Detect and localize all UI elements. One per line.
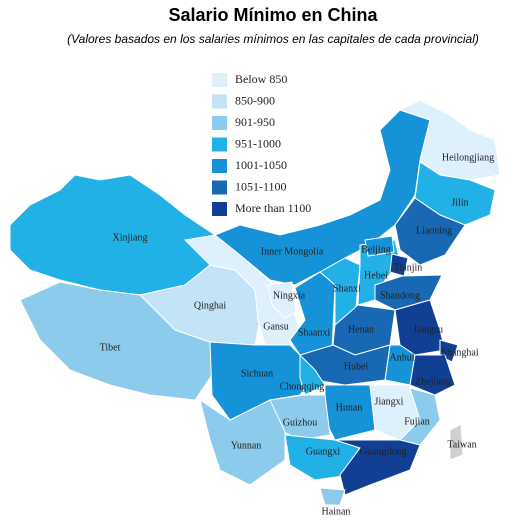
region-label: Guizhou <box>283 417 317 428</box>
region-label: Chongqing <box>280 381 324 392</box>
region-shape <box>319 487 346 506</box>
region-label: Sichuan <box>241 368 273 379</box>
region-shape <box>334 439 421 496</box>
legend-label: 901-950 <box>235 115 275 129</box>
legend-swatch <box>212 159 227 173</box>
region-label: Tibet <box>100 342 121 353</box>
region-shape <box>364 235 395 257</box>
map <box>9 99 501 506</box>
region-label: Hebei <box>364 270 388 281</box>
legend-swatch <box>212 94 227 109</box>
region-label: Fujian <box>404 416 430 427</box>
region-label: Guangdong <box>360 446 407 457</box>
region-label: Ningxia <box>273 290 306 301</box>
legend-label: 1051-1100 <box>235 179 287 193</box>
region-label: Henan <box>348 324 374 335</box>
region-shape <box>199 398 286 486</box>
region-label: Jiangsu <box>413 324 443 335</box>
region-label: Shanghai <box>441 347 478 358</box>
legend-label: More than 1100 <box>235 201 311 215</box>
legend-swatch <box>212 137 227 152</box>
region-label: Shandong <box>380 290 420 301</box>
region-shape <box>267 281 297 319</box>
region-label: Hunan <box>336 402 363 413</box>
title: Salario Mínimo en China <box>168 5 378 25</box>
region-label: Hubei <box>344 361 369 372</box>
region-shape <box>398 99 501 181</box>
region-label: Inner Mongolia <box>261 246 324 257</box>
region-label: Jilin <box>451 197 468 208</box>
region-label: Zhejiang <box>415 376 451 387</box>
region-label: Shanxi <box>333 283 361 294</box>
region-label: Yunnan <box>231 440 262 451</box>
region-label: Xinjiang <box>113 232 148 243</box>
legend-label: 1001-1050 <box>235 158 287 172</box>
region-label: Anhui <box>390 352 415 363</box>
subtitle: (Valores basados en los salaries mínimos… <box>67 32 479 46</box>
legend: Below 850 850-900 901-950 951-1000 1001-1050… <box>212 72 311 216</box>
legend-label: 850-900 <box>235 93 275 107</box>
legend-label: 951-1000 <box>235 136 281 150</box>
legend-label: Below 850 <box>235 72 287 86</box>
region-label: Hainan <box>322 506 351 517</box>
region-label: Beijing <box>361 244 390 255</box>
region-label: Guangxi <box>306 446 341 457</box>
legend-swatch <box>212 180 227 195</box>
region-label: Liaoning <box>416 225 452 236</box>
region-shape <box>394 197 466 266</box>
region-label: Tianjin <box>394 262 423 273</box>
region-label: Taiwan <box>447 439 476 450</box>
region-label: Heilongjiang <box>442 152 494 163</box>
region-shape <box>449 423 464 461</box>
region-label: Qinghai <box>194 300 226 311</box>
legend-swatch <box>212 73 227 87</box>
region-shape <box>299 353 326 396</box>
region-shape <box>409 354 456 396</box>
legend-swatch <box>212 116 227 130</box>
region-labels: Xinjiang Tibet Qinghai Gansu Inner Mongo… <box>100 152 494 517</box>
region-label: Shaanxi <box>298 327 330 338</box>
region-label: Jiangxi <box>375 396 404 407</box>
region-label: Gansu <box>263 321 289 332</box>
legend-swatch <box>212 202 227 216</box>
